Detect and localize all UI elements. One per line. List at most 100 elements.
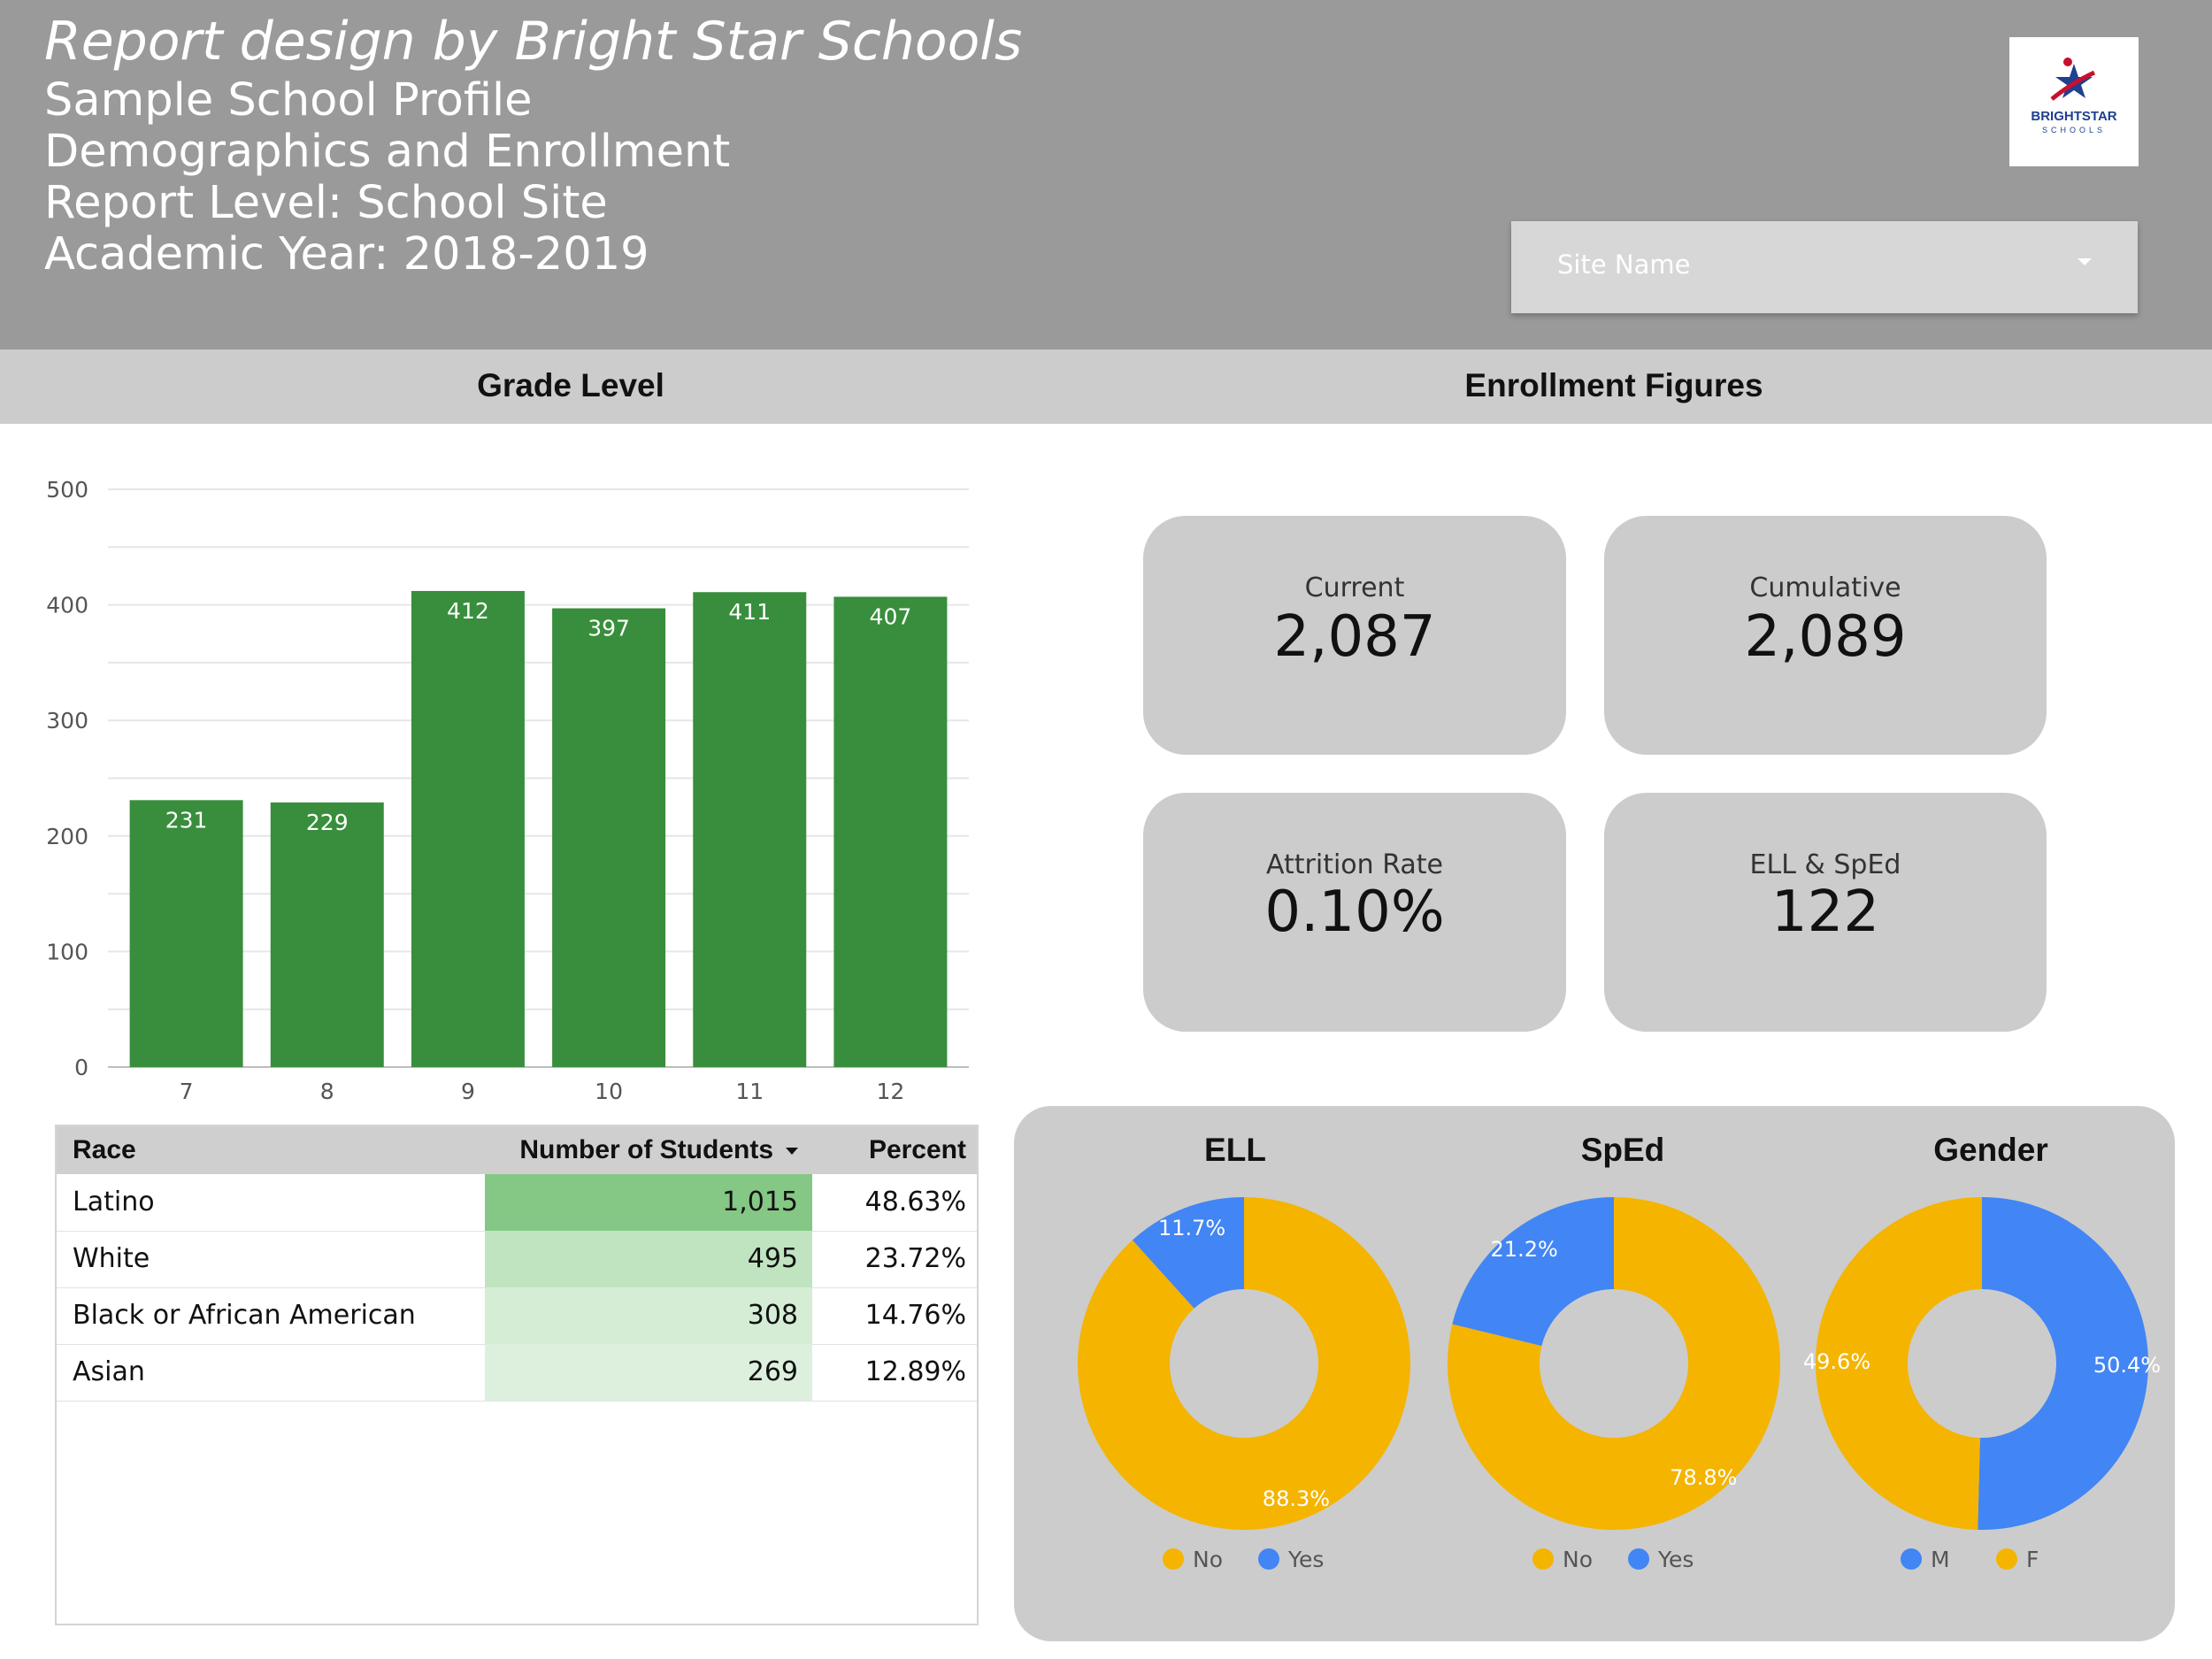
- legend-swatch: [1532, 1548, 1554, 1570]
- x-tick-label: 11: [735, 1079, 764, 1104]
- grade-level-heading: Grade Level: [477, 367, 664, 403]
- kpi-current-value: 2,087: [1273, 604, 1436, 670]
- bar-data-label: 231: [165, 807, 208, 833]
- donut-slice-no[interactable]: [1448, 1197, 1780, 1530]
- cell-number-of-students: 495: [485, 1231, 812, 1287]
- y-tick-label: 400: [46, 593, 88, 618]
- kpi-cumulative-value: 2,089: [1744, 604, 1907, 670]
- y-tick-label: 100: [46, 939, 88, 964]
- site-name-placeholder: Site Name: [1557, 250, 1691, 280]
- header-number-label: Number of Students: [519, 1135, 773, 1164]
- header-race[interactable]: Race: [73, 1135, 136, 1164]
- chevron-down-icon: [2078, 258, 2092, 265]
- report-topic: Demographics and Enrollment: [44, 126, 731, 178]
- bar-data-label: 397: [588, 616, 630, 641]
- cell-percent: 48.63%: [864, 1187, 966, 1217]
- kpi-ell-sped: ELL & SpEd 122: [1604, 793, 2047, 1032]
- svg-text:BRIGHTSTAR: BRIGHTSTAR: [2031, 109, 2116, 124]
- section-header-bar: Grade Level Enrollment Figures: [0, 349, 2212, 424]
- bar-data-label: 412: [447, 598, 489, 624]
- slice-label: 50.4%: [2093, 1353, 2161, 1378]
- legend-swatch: [1628, 1548, 1649, 1570]
- legend-swatch: [1901, 1548, 1922, 1570]
- table-row: White 495 23.72%: [57, 1231, 977, 1288]
- donut-title: SpEd: [1581, 1132, 1665, 1168]
- kpi-attrition-rate: Attrition Rate 0.10%: [1143, 793, 1566, 1032]
- bar-grade-12[interactable]: [833, 596, 948, 1067]
- cell-number-of-students: 269: [485, 1344, 812, 1401]
- bar-grade-7[interactable]: [129, 800, 243, 1067]
- table-header-row: Race Number of Students Percent: [57, 1126, 977, 1174]
- kpi-cumulative: Cumulative 2,089: [1604, 516, 2047, 755]
- legend-label: M: [1931, 1547, 1950, 1572]
- brightstar-logo: BRIGHTSTAR SCHOOLS: [2009, 37, 2139, 166]
- kpi-attrition-value: 0.10%: [1264, 879, 1445, 945]
- bar-grade-9[interactable]: [411, 590, 525, 1067]
- kpi-attrition-label: Attrition Rate: [1266, 849, 1443, 880]
- y-tick-label: 0: [74, 1055, 88, 1080]
- enrollment-figures-heading: Enrollment Figures: [1464, 367, 1763, 403]
- bar-data-label: 411: [728, 599, 771, 625]
- donut-slice-yes[interactable]: [1132, 1197, 1244, 1309]
- legend-label: No: [1563, 1547, 1593, 1572]
- kpi-current-label: Current: [1304, 572, 1405, 603]
- slice-label: 11.7%: [1158, 1216, 1225, 1240]
- table-row: Black or African American 308 14.76%: [57, 1287, 977, 1345]
- slice-label: 49.6%: [1803, 1349, 1870, 1374]
- slice-label: 88.3%: [1263, 1486, 1330, 1511]
- bar-grade-8[interactable]: [270, 802, 384, 1067]
- kpi-current: Current 2,087: [1143, 516, 1566, 755]
- cell-race: Black or African American: [73, 1300, 416, 1331]
- bar-grade-11[interactable]: [693, 592, 807, 1067]
- donut-charts: ELL 88.3% 11.7% No Yes SpEd 78.8% 21.2% No Yes Gen…: [1078, 1132, 2161, 1572]
- report-title: Report design by Bright Star Schools: [44, 11, 1023, 73]
- legend-swatch: [1996, 1548, 2017, 1570]
- table-row: Latino 1,015 48.63%: [57, 1174, 977, 1232]
- report-subtitle: Sample School Profile: [44, 74, 533, 127]
- grade-level-bar-chart: 0 100 200 300 400 500 231 7 229 8 412 9 397 10 411 11 40…: [46, 477, 969, 1104]
- kpi-ell-sped-value: 122: [1770, 879, 1880, 945]
- cell-percent: 12.89%: [864, 1356, 966, 1387]
- donut-title: Gender: [1933, 1132, 2048, 1168]
- race-table: Race Number of Students Percent Latino 1,…: [55, 1125, 979, 1625]
- donut-slice-no[interactable]: [1078, 1197, 1410, 1530]
- y-tick-label: 200: [46, 824, 88, 849]
- donut-slice-m[interactable]: [1978, 1197, 2149, 1530]
- donut-slice-f[interactable]: [1816, 1197, 1982, 1530]
- demographics-donut-panel: ELL 88.3% 11.7% No Yes SpEd 78.8% 21.2% No Yes Gen…: [1014, 1106, 2175, 1641]
- kpi-ell-sped-label: ELL & SpEd: [1749, 849, 1901, 880]
- donut-slice-yes[interactable]: [1452, 1197, 1614, 1347]
- bar-data-label: 229: [306, 810, 349, 835]
- header-number-of-students[interactable]: Number of Students: [485, 1126, 812, 1174]
- sort-desc-icon: [786, 1148, 798, 1156]
- slice-label: 78.8%: [1670, 1465, 1737, 1490]
- site-name-dropdown[interactable]: Site Name: [1511, 221, 2138, 313]
- report-level: Report Level: School Site: [44, 177, 608, 229]
- x-tick-label: 9: [461, 1079, 475, 1104]
- table-row: Asian 269 12.89%: [57, 1344, 977, 1402]
- header-percent[interactable]: Percent: [868, 1135, 966, 1164]
- bar-grade-10[interactable]: [552, 608, 666, 1067]
- cell-race: Latino: [73, 1187, 155, 1217]
- x-tick-label: 12: [877, 1079, 905, 1104]
- legend-swatch: [1258, 1548, 1279, 1570]
- cell-race: Asian: [73, 1356, 145, 1387]
- legend-label: Yes: [1657, 1547, 1694, 1572]
- legend-label: Yes: [1287, 1547, 1324, 1572]
- brightstar-logo-image: BRIGHTSTAR SCHOOLS: [2031, 58, 2117, 134]
- x-tick-label: 10: [595, 1079, 623, 1104]
- legend-swatch: [1163, 1548, 1184, 1570]
- slice-label: 21.2%: [1491, 1237, 1558, 1262]
- academic-year: Academic Year: 2018-2019: [44, 228, 649, 280]
- cell-percent: 14.76%: [864, 1300, 966, 1331]
- cell-number-of-students: 1,015: [485, 1174, 812, 1231]
- donut-title: ELL: [1204, 1132, 1266, 1168]
- cell-race: White: [73, 1243, 150, 1274]
- x-tick-label: 7: [180, 1079, 194, 1104]
- y-tick-label: 300: [46, 708, 88, 733]
- legend-label: F: [2026, 1547, 2039, 1572]
- legend-label: No: [1193, 1547, 1223, 1572]
- report-header: Report design by Bright Star Schools Sam…: [0, 0, 2212, 349]
- cell-percent: 23.72%: [864, 1243, 966, 1274]
- svg-text:SCHOOLS: SCHOOLS: [2042, 126, 2106, 134]
